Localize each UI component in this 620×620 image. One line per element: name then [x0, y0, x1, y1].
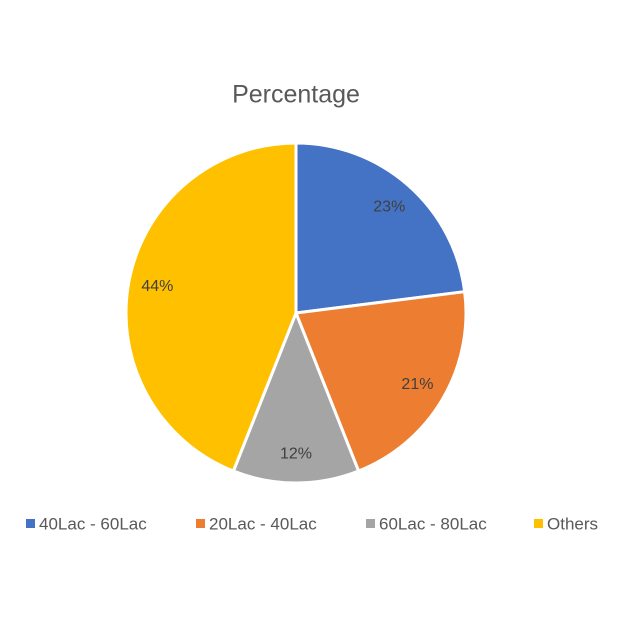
- pie-slice: [294, 141, 467, 315]
- data-label: 12%: [280, 445, 312, 462]
- legend-label: 20Lac - 40Lac: [209, 514, 317, 533]
- legend-label: Others: [547, 514, 598, 533]
- legend-label: 60Lac - 80Lac: [379, 514, 487, 533]
- legend-swatch: [196, 519, 205, 528]
- chart-title: Percentage: [232, 81, 360, 109]
- legend-swatch: [26, 519, 35, 528]
- data-label: 21%: [401, 376, 433, 393]
- legend-swatch: [366, 519, 375, 528]
- data-label: 23%: [373, 198, 405, 215]
- legend-swatch: [534, 519, 543, 528]
- pie-slice: [124, 141, 298, 474]
- pie-slice: [293, 290, 468, 474]
- pie-slice: [231, 308, 361, 485]
- data-label: 44%: [141, 278, 173, 295]
- legend-label: 40Lac - 60Lac: [39, 514, 147, 533]
